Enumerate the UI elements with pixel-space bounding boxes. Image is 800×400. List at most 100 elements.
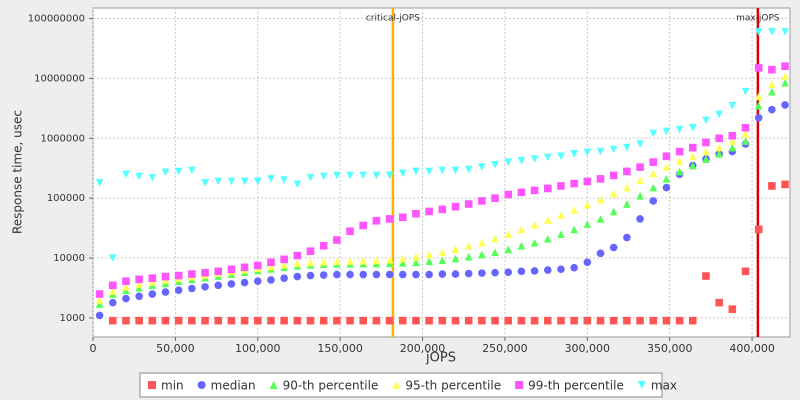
data-point (570, 316, 578, 325)
data-point (754, 28, 763, 36)
data-point (412, 270, 420, 279)
data-point (649, 183, 658, 192)
data-point (188, 284, 196, 293)
data-point (372, 171, 381, 180)
data-point (715, 110, 723, 119)
data-point (728, 132, 737, 140)
data-point (161, 316, 170, 325)
data-point (174, 271, 183, 280)
data-point (675, 316, 684, 325)
data-point (412, 252, 420, 261)
data-point (122, 283, 130, 291)
data-point (781, 180, 789, 189)
data-point (478, 238, 486, 247)
data-point (583, 148, 592, 157)
data-point (609, 171, 618, 180)
data-point (398, 270, 407, 279)
data-point (609, 207, 618, 216)
reference-label: critical-jOPS (366, 14, 420, 24)
data-point (517, 157, 526, 165)
data-point (675, 147, 684, 156)
data-point (425, 316, 433, 325)
x-tick-label: 350,000 (647, 342, 693, 355)
x-tick-label: 300,000 (565, 342, 611, 355)
data-point (425, 207, 433, 216)
data-point (596, 215, 605, 223)
data-point (702, 138, 710, 147)
data-point (346, 227, 354, 236)
data-point (623, 143, 631, 152)
data-point (649, 129, 658, 138)
data-point (491, 194, 499, 202)
legend-label: 99-th percentile (528, 379, 624, 393)
data-point (662, 152, 671, 161)
legend-swatch (148, 381, 156, 389)
x-tick-label: 150,000 (317, 342, 363, 355)
data-point (214, 281, 223, 290)
data-point (451, 270, 460, 278)
legend-swatch (269, 381, 278, 389)
data-point (280, 316, 288, 325)
data-point (451, 254, 460, 263)
data-point (609, 243, 618, 252)
data-point (741, 267, 750, 276)
data-point (319, 271, 328, 279)
data-point (491, 248, 499, 257)
data-point (306, 247, 315, 256)
data-point (464, 269, 473, 278)
legend-label: 95-th percentile (405, 379, 501, 393)
data-point (583, 200, 592, 209)
data-point (741, 129, 750, 138)
data-point (293, 259, 302, 268)
data-point (451, 166, 460, 175)
data-point (636, 215, 644, 223)
data-point (293, 251, 302, 260)
data-point (754, 64, 763, 72)
data-point (438, 256, 447, 265)
data-point (227, 280, 236, 288)
data-point (161, 168, 170, 177)
data-point (491, 316, 499, 325)
data-point (688, 123, 697, 132)
data-point (662, 163, 671, 171)
data-point (636, 140, 644, 148)
data-point (148, 290, 157, 298)
data-point (570, 263, 578, 272)
data-point (596, 175, 605, 183)
data-point (623, 233, 631, 242)
data-point (728, 305, 737, 313)
data-point (478, 197, 486, 205)
data-point (293, 180, 302, 189)
data-point (306, 258, 315, 267)
data-point (530, 186, 539, 195)
data-point (161, 288, 170, 296)
data-point (754, 92, 763, 101)
data-point (675, 167, 684, 176)
data-point (122, 294, 130, 303)
data-point (267, 316, 275, 325)
data-point (214, 177, 223, 186)
data-point (372, 216, 381, 225)
data-point (201, 316, 209, 325)
data-point (412, 167, 420, 176)
data-point (543, 316, 552, 325)
data-point (662, 316, 671, 325)
data-point (425, 257, 433, 266)
data-point (306, 271, 315, 280)
data-point (293, 316, 302, 325)
data-point (491, 268, 499, 277)
data-point (438, 248, 447, 257)
data-point (543, 184, 552, 193)
data-point (557, 152, 565, 161)
data-point (333, 171, 341, 180)
data-point (227, 316, 236, 325)
data-point (570, 206, 578, 214)
data-point (478, 163, 486, 171)
data-point (214, 316, 223, 325)
data-point (781, 101, 789, 109)
x-tick-label: 400,000 (729, 342, 775, 355)
data-point (148, 274, 157, 283)
x-tick-label: 0 (90, 342, 97, 355)
legend (139, 372, 663, 398)
data-point (504, 190, 513, 199)
